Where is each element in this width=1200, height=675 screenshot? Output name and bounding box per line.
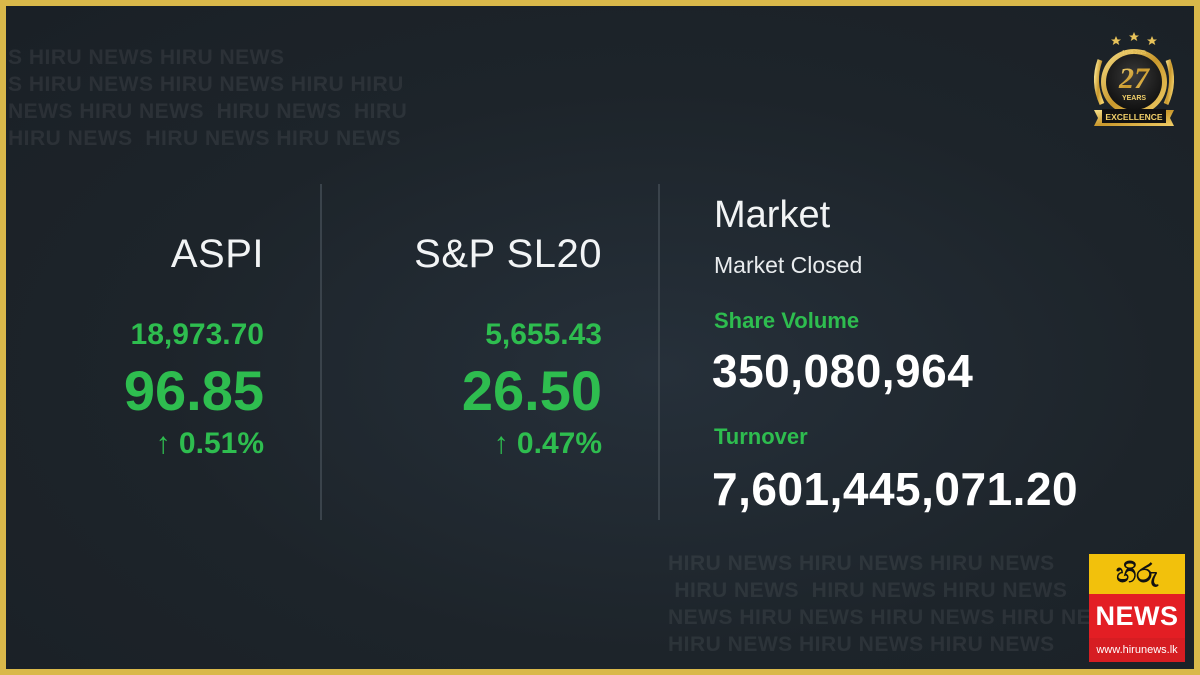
market-title: Market bbox=[714, 194, 831, 236]
index-aspi: ASPI bbox=[171, 232, 264, 277]
badge-ribbon-text: EXCELLENCE bbox=[1105, 112, 1162, 122]
index-sp-sl20: S&P SL20 bbox=[414, 232, 602, 277]
share-volume-value: 350,080,964 bbox=[712, 345, 974, 397]
turnover-label: Turnover bbox=[714, 424, 808, 449]
badge-years-word: YEARS bbox=[1122, 95, 1146, 102]
divider-left bbox=[320, 184, 322, 520]
anniversary-badge-icon: 1998-2025 27 YEARS EXCELLENCE bbox=[1094, 32, 1174, 126]
hiru-news-logo: හිරු NEWS www.hirunews.lk bbox=[1089, 554, 1185, 662]
index-name: S&P SL20 bbox=[414, 232, 602, 276]
badge-number: 27 bbox=[1118, 62, 1150, 95]
index-change: 96.85 bbox=[123, 359, 264, 422]
divider-right bbox=[658, 184, 660, 520]
index-percent: ↑ 0.47% bbox=[493, 427, 602, 460]
watermark-top: S HIRU NEWS HIRU NEWS S HIRU NEWS HIRU N… bbox=[8, 46, 408, 150]
index-sp-sl20-values: 5,655.43 26.50 ↑ 0.47% bbox=[462, 318, 602, 461]
index-value: 5,655.43 bbox=[485, 318, 602, 351]
index-name: ASPI bbox=[170, 232, 264, 276]
index-change: 26.50 bbox=[461, 359, 602, 422]
index-aspi-values: 18,973.70 96.85 ↑ 0.51% bbox=[124, 318, 264, 461]
logo-news-text: NEWS bbox=[1089, 594, 1185, 638]
turnover-value: 7,601,445,071.20 bbox=[712, 463, 1079, 515]
logo-sinhala-text: හිරු bbox=[1089, 554, 1185, 594]
share-volume-label: Share Volume bbox=[714, 308, 860, 333]
index-percent: ↑ 0.51% bbox=[155, 427, 264, 460]
index-value: 18,973.70 bbox=[130, 318, 264, 351]
badge-year-range: 1998-2025 bbox=[1122, 50, 1146, 56]
watermark-bottom: HIRU NEWS HIRU NEWS HIRU NEWS HIRU NEWS … bbox=[668, 552, 1126, 656]
logo-url: www.hirunews.lk bbox=[1089, 638, 1185, 662]
market-status: Market Closed bbox=[714, 252, 863, 278]
